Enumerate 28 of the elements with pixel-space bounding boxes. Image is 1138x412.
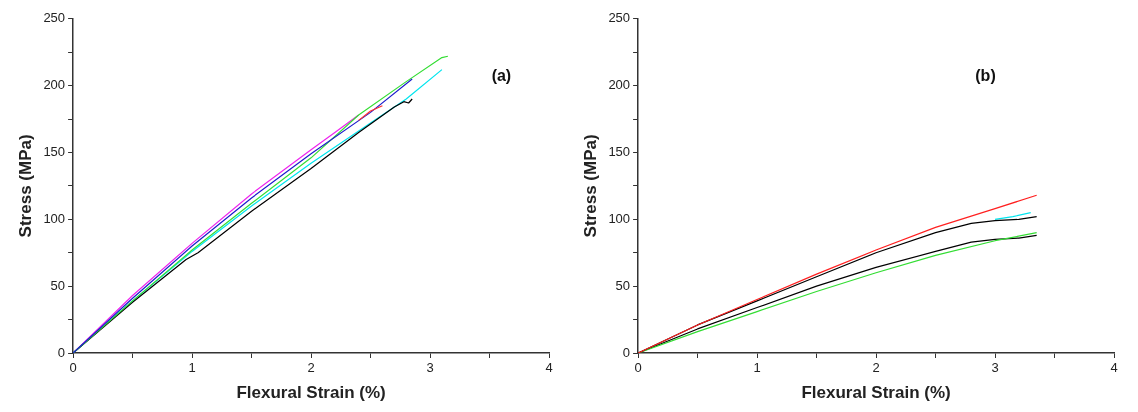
annotation: (a) [491,66,512,84]
x-tick-label: 3 [991,360,999,376]
x-tick-label: 0 [634,360,642,376]
y-tick-label: 50 [50,277,66,293]
y-tick-label: 0 [57,344,66,360]
y-tick-label: 100 [43,210,66,226]
y-tick-label: 50 [615,277,631,293]
x-tick-label: 2 [307,360,315,376]
x-tick-label: 1 [753,360,761,376]
x-tick-label: 0 [69,360,77,376]
x-tick-label: 4 [545,360,553,376]
x-tick-label: 2 [872,360,880,376]
y-tick-label: 0 [622,344,631,360]
y-tick-label: 150 [608,144,631,160]
x-tick-label: 1 [188,360,196,376]
y-tick-label: 250 [608,10,631,26]
annotation: (b) [975,66,996,84]
y-axis-title: Stress (MPa) [15,134,35,238]
x-axis-title: Flexural Strain (%) [236,383,386,403]
y-axis-title: Stress (MPa) [580,134,600,238]
x-tick-label: 3 [426,360,434,376]
y-tick-label: 150 [43,144,66,160]
y-tick-label: 100 [608,210,631,226]
x-axis-title: Flexural Strain (%) [801,383,951,403]
y-tick-label: 200 [43,77,66,93]
y-tick-label: 200 [608,77,631,93]
y-tick-label: 250 [43,10,66,26]
x-tick-label: 4 [1110,360,1118,376]
